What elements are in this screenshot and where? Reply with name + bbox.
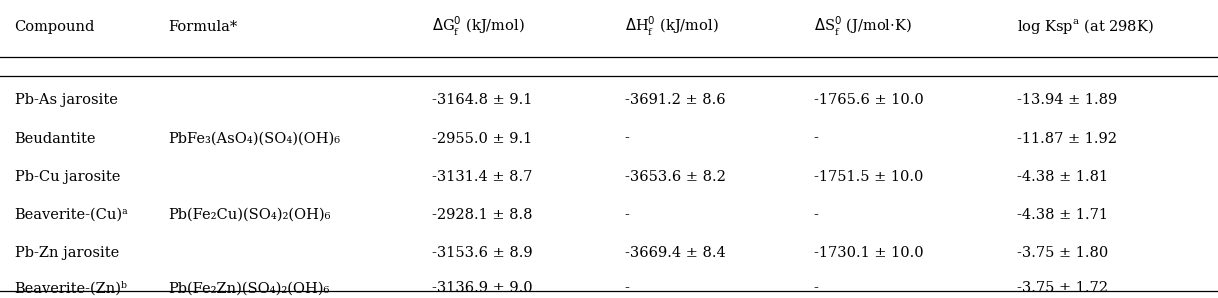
Text: -: -	[625, 208, 630, 222]
Text: -1765.6 ± 10.0: -1765.6 ± 10.0	[814, 93, 923, 107]
Text: $\Delta$G$_\mathregular{f}^{0}$ (kJ/mol): $\Delta$G$_\mathregular{f}^{0}$ (kJ/mol)	[432, 15, 525, 38]
Text: -13.94 ± 1.89: -13.94 ± 1.89	[1017, 93, 1117, 107]
Text: -3136.9 ± 9.0: -3136.9 ± 9.0	[432, 282, 533, 295]
Text: PbFe₃(AsO₄)(SO₄)(OH)₆: PbFe₃(AsO₄)(SO₄)(OH)₆	[168, 132, 340, 145]
Text: -3.75 ± 1.72: -3.75 ± 1.72	[1017, 282, 1108, 295]
Text: log Ksp$^\mathregular{a}$ (at 298K): log Ksp$^\mathregular{a}$ (at 298K)	[1017, 17, 1153, 36]
Text: -3669.4 ± 8.4: -3669.4 ± 8.4	[625, 246, 726, 260]
Text: -3653.6 ± 8.2: -3653.6 ± 8.2	[625, 170, 726, 184]
Text: -3691.2 ± 8.6: -3691.2 ± 8.6	[625, 93, 726, 107]
Text: -: -	[814, 132, 818, 145]
Text: Beaverite-(Cu)ᵃ: Beaverite-(Cu)ᵃ	[15, 208, 128, 222]
Text: Pb-Cu jarosite: Pb-Cu jarosite	[15, 170, 121, 184]
Text: -3.75 ± 1.80: -3.75 ± 1.80	[1017, 246, 1108, 260]
Text: $\Delta$S$_\mathregular{f}^{0}$ (J/mol$\cdot$K): $\Delta$S$_\mathregular{f}^{0}$ (J/mol$\…	[814, 15, 911, 38]
Text: -3131.4 ± 8.7: -3131.4 ± 8.7	[432, 170, 532, 184]
Text: Beudantite: Beudantite	[15, 132, 96, 145]
Text: Formula*: Formula*	[168, 20, 238, 34]
Text: -3164.8 ± 9.1: -3164.8 ± 9.1	[432, 93, 532, 107]
Text: -4.38 ± 1.71: -4.38 ± 1.71	[1017, 208, 1108, 222]
Text: -: -	[625, 132, 630, 145]
Text: $\Delta$H$_\mathregular{f}^{0}$ (kJ/mol): $\Delta$H$_\mathregular{f}^{0}$ (kJ/mol)	[625, 15, 719, 38]
Text: -4.38 ± 1.81: -4.38 ± 1.81	[1017, 170, 1108, 184]
Text: -2928.1 ± 8.8: -2928.1 ± 8.8	[432, 208, 533, 222]
Text: Pb-As jarosite: Pb-As jarosite	[15, 93, 117, 107]
Text: -: -	[814, 282, 818, 295]
Text: -: -	[814, 208, 818, 222]
Text: Pb(Fe₂Cu)(SO₄)₂(OH)₆: Pb(Fe₂Cu)(SO₄)₂(OH)₆	[168, 208, 330, 222]
Text: -3153.6 ± 8.9: -3153.6 ± 8.9	[432, 246, 533, 260]
Text: Beaverite-(Zn)ᵇ: Beaverite-(Zn)ᵇ	[15, 281, 128, 296]
Text: Pb(Fe₂Zn)(SO₄)₂(OH)₆: Pb(Fe₂Zn)(SO₄)₂(OH)₆	[168, 282, 329, 295]
Text: Pb-Zn jarosite: Pb-Zn jarosite	[15, 246, 119, 260]
Text: -11.87 ± 1.92: -11.87 ± 1.92	[1017, 132, 1117, 145]
Text: -1730.1 ± 10.0: -1730.1 ± 10.0	[814, 246, 923, 260]
Text: -: -	[625, 282, 630, 295]
Text: Compound: Compound	[15, 20, 95, 34]
Text: -2955.0 ± 9.1: -2955.0 ± 9.1	[432, 132, 532, 145]
Text: -1751.5 ± 10.0: -1751.5 ± 10.0	[814, 170, 923, 184]
